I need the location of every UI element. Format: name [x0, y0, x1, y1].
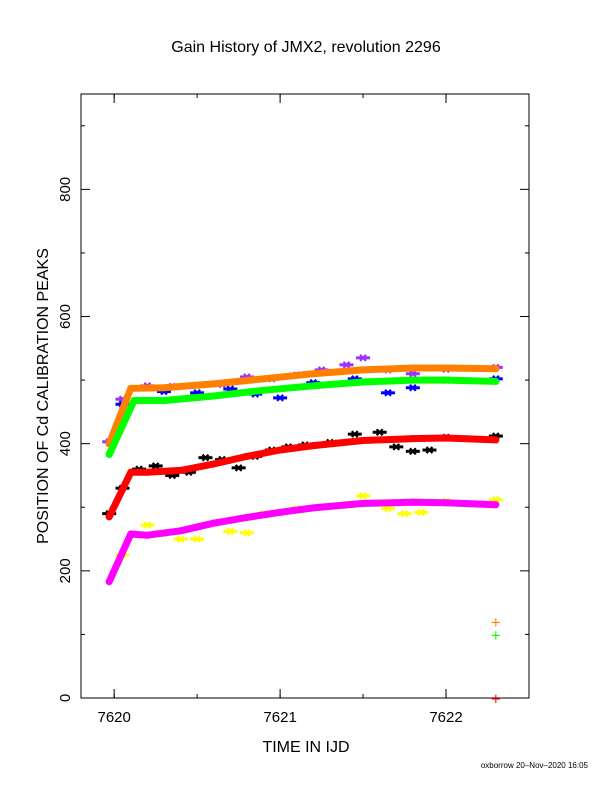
footer-credit: oxborrow 20–Nov–2020 16:05	[481, 761, 589, 770]
fit-point	[105, 578, 113, 586]
plot-frame	[80, 93, 530, 699]
fit-point	[160, 396, 168, 404]
fit-curve	[105, 498, 500, 586]
y-tick-label: 0	[57, 694, 74, 702]
y-tick-label: 400	[57, 431, 74, 456]
fit-point	[442, 499, 450, 507]
fit-point	[243, 513, 251, 521]
fit-point	[359, 437, 367, 445]
series-layer: +++	[102, 354, 503, 707]
fit-point	[309, 382, 317, 390]
fit-point	[409, 435, 417, 443]
fit-point	[160, 384, 168, 392]
fit-point	[492, 377, 500, 385]
plus-marker: +	[490, 616, 501, 631]
fit-point	[309, 370, 317, 378]
fit-point	[492, 501, 500, 509]
fit-curve	[105, 364, 500, 448]
plus-marker: +	[490, 692, 501, 707]
fit-point	[492, 436, 500, 444]
fit-point	[260, 375, 268, 383]
fit-point	[442, 376, 450, 384]
y-tick-label: 600	[57, 304, 74, 329]
fit-point	[409, 364, 417, 372]
x-tick-label: 7621	[263, 709, 296, 726]
fit-point	[276, 508, 284, 516]
y-axis-label: POSITION OF Cd CALIBRATION PEAKS	[35, 248, 52, 544]
fit-point	[105, 513, 113, 521]
fit-point	[409, 498, 417, 506]
fit-point	[359, 366, 367, 374]
fit-point	[276, 446, 284, 454]
fit-point	[210, 460, 218, 468]
fit-point	[210, 392, 218, 400]
x-axis-label: TIME IN IJD	[262, 739, 349, 756]
fit-point	[442, 364, 450, 372]
fit-point	[492, 365, 500, 373]
chart-title: Gain History of JMX2, revolution 2296	[171, 39, 441, 56]
fit-point	[210, 519, 218, 527]
fit-point	[127, 530, 135, 538]
fit-point	[143, 468, 151, 476]
plus-marker: +	[490, 628, 501, 643]
fit-point	[130, 396, 138, 404]
fit-point	[105, 450, 113, 458]
fit-point	[127, 384, 135, 392]
y-tick-label: 800	[57, 177, 74, 202]
fit-point	[309, 504, 317, 512]
fit-point	[309, 442, 317, 450]
fit-point	[143, 531, 151, 539]
x-tick-label: 7622	[429, 709, 462, 726]
fit-point	[177, 466, 185, 474]
fit-point	[210, 380, 218, 388]
fit-point	[359, 378, 367, 386]
fit-curve	[105, 376, 500, 458]
fit-point	[243, 452, 251, 460]
fit-point	[127, 468, 135, 476]
fit-point	[260, 386, 268, 394]
fit-point	[409, 376, 417, 384]
fit-point	[442, 434, 450, 442]
fit-point	[359, 499, 367, 507]
y-tick-label: 200	[57, 558, 74, 583]
x-tick-label: 7620	[97, 709, 130, 726]
axes: 7620 7621 7622 0 200 400 600 800	[57, 94, 530, 726]
fit-point	[177, 527, 185, 535]
